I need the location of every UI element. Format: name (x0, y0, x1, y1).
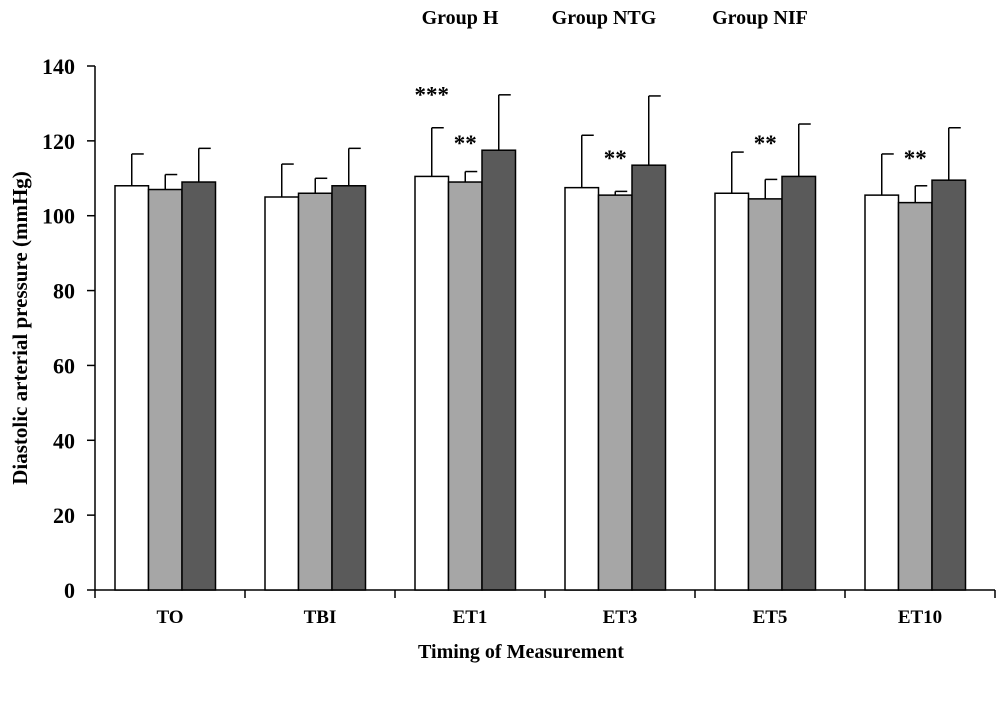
bar (331, 185, 367, 591)
bars-group (114, 149, 967, 591)
y-axis: 0 20 40 60 80 100 120 140 (42, 54, 96, 603)
bar (864, 194, 900, 591)
bar (481, 149, 517, 591)
significance-marker: ** (454, 131, 477, 156)
annotations-group: *********** (415, 82, 927, 171)
x-tick-label: TBI (304, 607, 337, 628)
y-tick-label: 140 (42, 54, 75, 79)
legend-entry: Group NIF (712, 7, 808, 29)
y-tick-label: 100 (42, 204, 75, 229)
bar (264, 196, 300, 591)
x-axis: TO TBI ET1 ET3 ET5 ET10 (94, 589, 996, 628)
y-tick-label: 40 (53, 428, 75, 453)
y-tick-label: 20 (53, 503, 75, 528)
x-tick-label: ET5 (753, 607, 788, 628)
y-tick-label: 80 (53, 279, 75, 304)
y-axis-title: Diastolic arterial pressure (mmHg) (8, 171, 32, 485)
bar (147, 188, 183, 591)
bar (597, 194, 633, 591)
bar (297, 192, 333, 591)
significance-marker: *** (415, 82, 450, 107)
legend-entry: Group H (422, 7, 499, 29)
significance-marker: ** (604, 146, 627, 171)
y-tick-label: 60 (53, 353, 75, 378)
bar (897, 201, 933, 591)
bar (631, 164, 667, 591)
error-bars-group (131, 94, 961, 203)
bar (114, 185, 150, 591)
bar (447, 181, 483, 591)
x-tick-label: ET1 (453, 607, 488, 628)
bar (414, 175, 450, 591)
y-tick-label: 0 (64, 578, 75, 603)
bar (781, 175, 817, 591)
significance-marker: ** (904, 146, 927, 171)
x-tick-label: ET3 (603, 607, 638, 628)
bar (564, 186, 600, 591)
bar (931, 179, 967, 591)
legend-entry: Group NTG (552, 7, 657, 29)
bar (747, 198, 783, 591)
y-tick-label: 120 (42, 129, 75, 154)
legend: Group H Group NTG Group NIF (422, 7, 808, 29)
bar (181, 181, 217, 591)
significance-marker: ** (754, 131, 777, 156)
x-tick-label: ET10 (898, 607, 942, 628)
x-tick-label: TO (156, 607, 183, 628)
bar (714, 192, 750, 591)
x-axis-title: Timing of Measurement (418, 641, 624, 663)
